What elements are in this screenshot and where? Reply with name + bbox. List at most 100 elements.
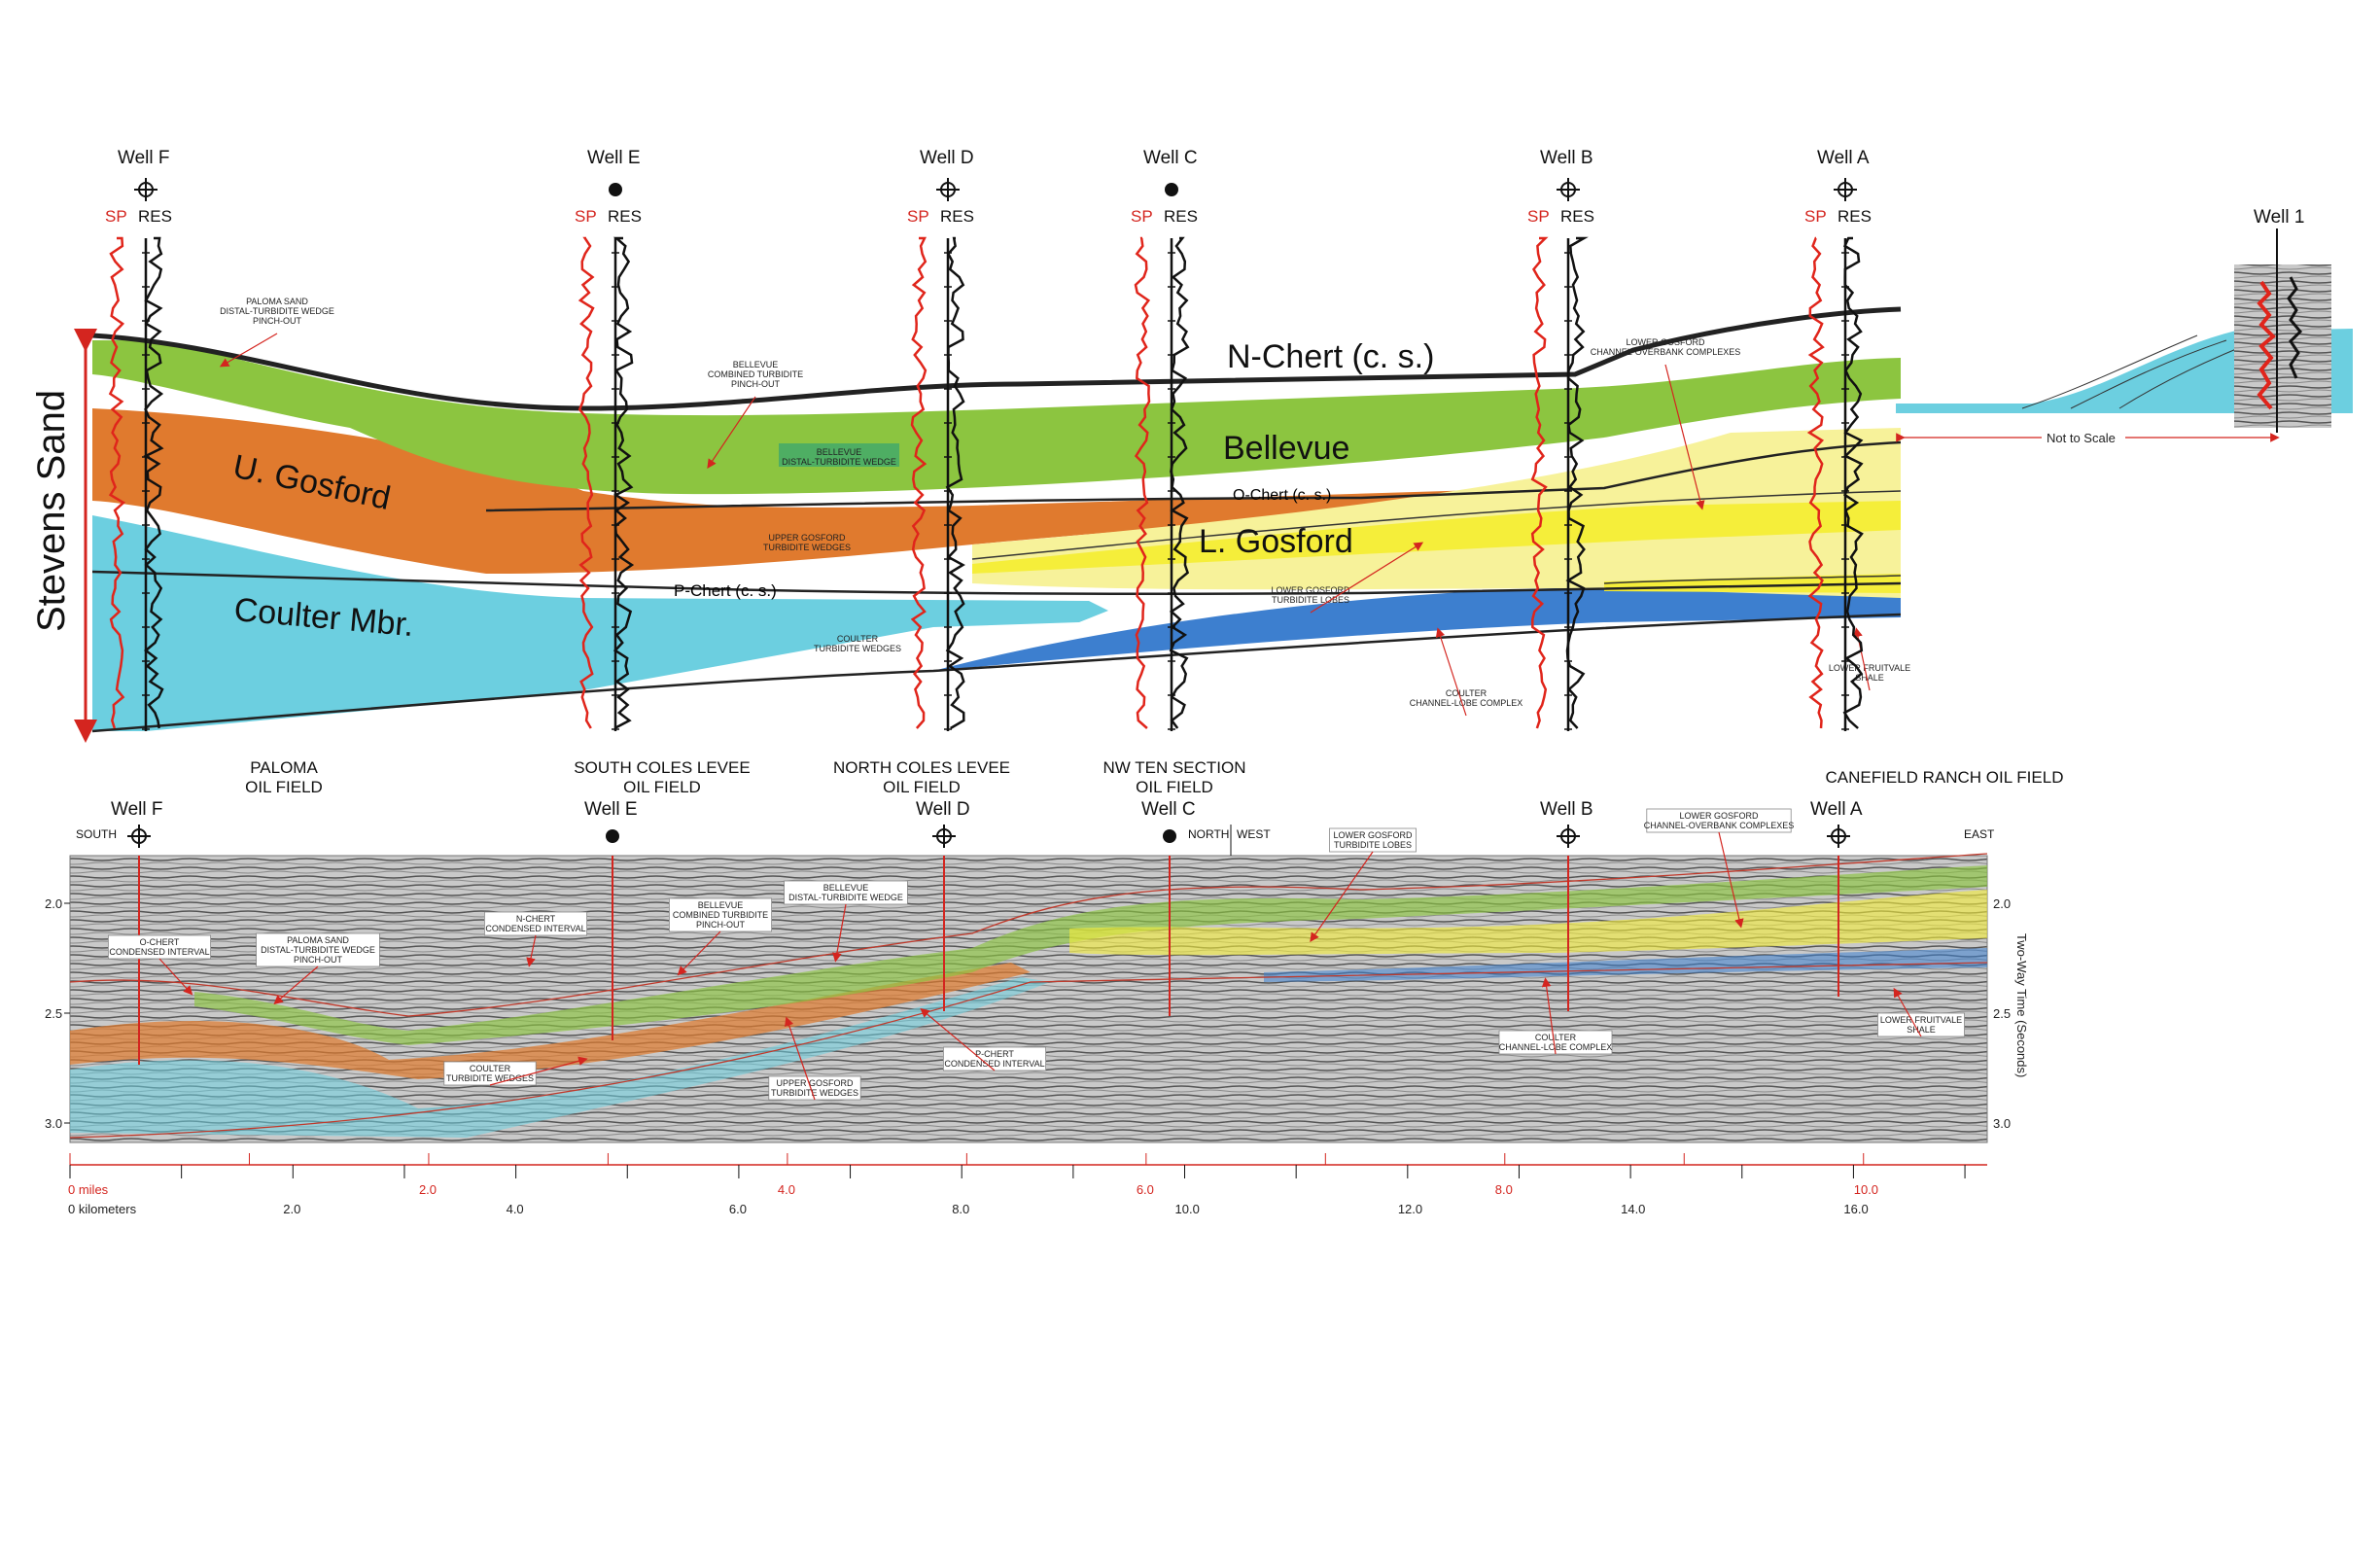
res-label: RES bbox=[608, 207, 642, 226]
well-dot-icon bbox=[606, 829, 619, 843]
well-well-a: Well A SP RES bbox=[1804, 148, 1872, 731]
km-label: 12.0 bbox=[1398, 1202, 1422, 1216]
seismic-well-4: Well B bbox=[1540, 799, 1593, 1011]
sp-label: SP bbox=[1131, 207, 1153, 226]
sp-label: SP bbox=[105, 207, 127, 226]
seis-label-arrow bbox=[1310, 851, 1374, 942]
oil-field-label: OIL FIELD bbox=[245, 778, 323, 796]
coulter-base-line bbox=[91, 613, 1902, 733]
well-name: Well E bbox=[587, 148, 641, 168]
not-to-scale-label: Not to Scale bbox=[2047, 431, 2116, 445]
well-symbol-icon bbox=[1834, 178, 1857, 201]
res-log bbox=[1169, 236, 1190, 729]
well-name: Well D bbox=[920, 148, 974, 168]
seismic-well-name: Well A bbox=[1810, 799, 1863, 820]
seismic-well-3: Well C bbox=[1141, 799, 1196, 1016]
res-label: RES bbox=[940, 207, 974, 226]
seis-label-line: CONDENSED INTERVAL bbox=[109, 947, 209, 957]
seis-label-arrow bbox=[920, 1007, 996, 1071]
seis-horizon-2 bbox=[69, 962, 1988, 1139]
well1-seismic-strip bbox=[2234, 264, 2331, 428]
seis-label-line: CONDENSED INTERVAL bbox=[485, 924, 585, 933]
seis-label-line: CHANNEL-LOBE COMPLEX bbox=[1499, 1042, 1613, 1052]
seis-label-arrow bbox=[785, 1016, 816, 1101]
time-tick-left: 2.5 bbox=[45, 1006, 62, 1021]
seis-label-line: DISTAL-TURBIDITE WEDGE bbox=[261, 945, 375, 955]
p-chert-line bbox=[91, 570, 1902, 596]
well-well-e: Well E SP RES bbox=[575, 148, 642, 731]
dir-south: SOUTH bbox=[76, 827, 117, 841]
note-line: UPPER GOSFORD bbox=[768, 533, 846, 543]
km-label: 14.0 bbox=[1621, 1202, 1645, 1216]
seis-label-line: CONDENSED INTERVAL bbox=[944, 1059, 1044, 1069]
well-symbol-icon bbox=[1557, 178, 1580, 201]
note-line: PALOMA SAND bbox=[246, 297, 308, 306]
seis-label-arrow bbox=[1541, 977, 1557, 1055]
seis-label-arrow bbox=[677, 931, 721, 976]
well-dot-icon bbox=[609, 183, 622, 196]
note-line: SHALE bbox=[1855, 673, 1884, 683]
upper-wells: Well F SP RES Well E SP RES Well D SP RES Well C S… bbox=[105, 148, 1872, 731]
note-line: COMBINED TURBIDITE bbox=[708, 369, 803, 379]
km-label: 8.0 bbox=[952, 1202, 969, 1216]
seismic-well-5: Well A bbox=[1810, 799, 1863, 997]
p-chert-label: P-Chert (c. s.) bbox=[674, 581, 777, 600]
time-tick-left: 3.0 bbox=[45, 1116, 62, 1131]
note-arrow bbox=[1310, 542, 1424, 614]
seis-label-line: BELLEVUE bbox=[698, 900, 744, 910]
km-label: 16.0 bbox=[1843, 1202, 1868, 1216]
well-well-c: Well C SP RES bbox=[1131, 148, 1198, 731]
seis-label-line: TURBIDITE LOBES bbox=[1334, 840, 1412, 850]
well-symbol-icon bbox=[134, 178, 158, 201]
sp-log bbox=[1806, 236, 1825, 729]
res-log bbox=[945, 236, 965, 730]
km-label: 2.0 bbox=[283, 1202, 300, 1216]
note-line: LOWER GOSFORD bbox=[1271, 585, 1350, 595]
well1-log-black bbox=[2287, 276, 2303, 379]
note-line: TURBIDITE WEDGES bbox=[814, 644, 901, 653]
note-line: CHANNEL-LOBE COMPLEX bbox=[1410, 698, 1523, 708]
note-line: DISTAL-TURBIDITE WEDGE bbox=[782, 457, 896, 467]
note-line: COULTER bbox=[837, 634, 879, 644]
time-tick-right: 3.0 bbox=[1993, 1116, 2011, 1131]
km-label: 0 kilometers bbox=[68, 1202, 137, 1216]
coulter-unit bbox=[92, 515, 1108, 731]
oil-field-label: NORTH COLES LEVEE bbox=[833, 758, 1010, 777]
oil-field-label: SOUTH COLES LEVEE bbox=[574, 758, 750, 777]
oil-field-label: OIL FIELD bbox=[623, 778, 701, 796]
seis-label-arrow bbox=[1718, 831, 1744, 929]
seis-label-box bbox=[1646, 808, 1792, 833]
res-log bbox=[143, 236, 164, 729]
seismic-well-name: Well C bbox=[1141, 799, 1196, 820]
seis-label-box bbox=[1329, 827, 1417, 853]
coulter-channel-unit bbox=[933, 588, 1901, 671]
note-arrow bbox=[1435, 627, 1467, 717]
seis-label-box bbox=[443, 1061, 537, 1086]
time-tick-left: 2.0 bbox=[45, 896, 62, 911]
sp-log bbox=[578, 236, 595, 729]
l-gosford-label: L. Gosford bbox=[1199, 523, 1353, 560]
seis-label-line: PINCH-OUT bbox=[696, 920, 745, 930]
seis-label-line: SHALE bbox=[1907, 1025, 1936, 1035]
seismic-well-1: Well E bbox=[584, 799, 638, 1040]
res-label: RES bbox=[138, 207, 172, 226]
seis-label-box bbox=[784, 880, 908, 905]
seis-label-line: COULTER bbox=[1535, 1033, 1577, 1042]
sp-log bbox=[910, 236, 928, 729]
seis-label-line: P-CHERT bbox=[975, 1049, 1014, 1059]
well-symbol-icon bbox=[127, 825, 151, 848]
well-name: Well A bbox=[1817, 148, 1870, 168]
